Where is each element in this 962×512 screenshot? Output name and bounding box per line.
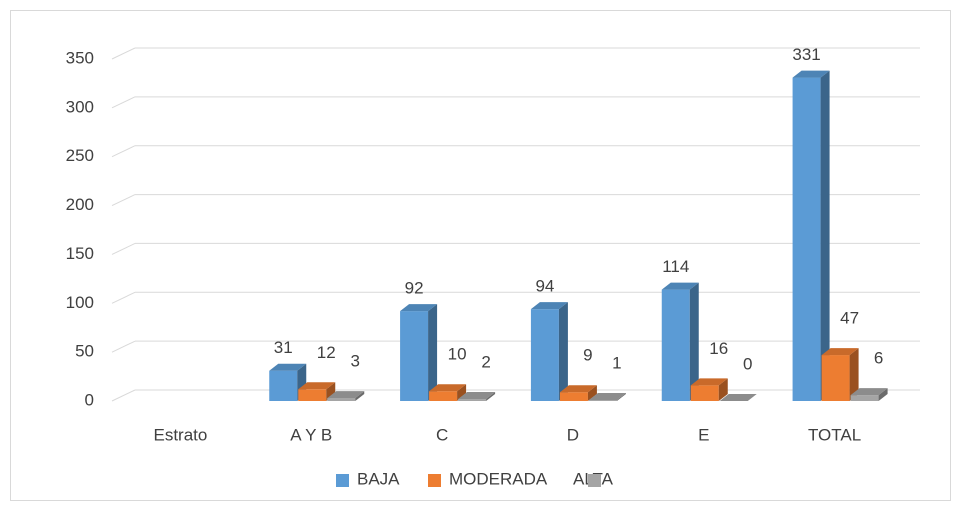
grid-line (111, 242, 136, 255)
y-tick-label: 50 (75, 342, 94, 361)
bar-front (821, 355, 850, 401)
x-tick-label: D (567, 425, 579, 444)
data-label: 16 (709, 339, 728, 358)
bar-top (690, 378, 728, 386)
bar-top (588, 393, 626, 401)
bar-top (458, 392, 496, 400)
data-label: 331 (792, 45, 820, 64)
x-tick-label: E (698, 425, 709, 444)
bar-front (588, 400, 617, 401)
y-tick-label: 150 (66, 244, 94, 263)
bar-top (327, 391, 365, 399)
bar-top (298, 382, 336, 390)
data-label: 2 (481, 353, 490, 372)
bar-top (850, 388, 888, 396)
bar-side (616, 393, 626, 401)
bar-top (530, 302, 568, 310)
bar-front (530, 309, 559, 401)
bar-top (792, 70, 830, 78)
grid-line (111, 145, 136, 158)
bar-front (429, 391, 458, 401)
x-tick-label: Estrato (153, 425, 207, 444)
x-tick-label: C (436, 425, 448, 444)
bar-front (327, 398, 356, 401)
bar-front (458, 399, 487, 401)
bar-side (689, 282, 699, 401)
bar-side (355, 391, 365, 401)
bar-top (661, 282, 699, 290)
bar-front (850, 395, 879, 401)
y-tick-label: 0 (85, 390, 94, 409)
bar-side (878, 388, 888, 401)
legend-label: MODERADA (449, 469, 548, 488)
legend-label: BAJA (357, 469, 400, 488)
bar-front (269, 370, 298, 401)
grid-line (111, 194, 136, 207)
bar-top (559, 385, 597, 393)
y-tick-label: 350 (66, 48, 94, 67)
bar-top (400, 304, 438, 312)
data-label: 92 (405, 279, 424, 298)
x-tick-label: A Y B (290, 425, 332, 444)
grid-line (111, 96, 136, 109)
grid-line (111, 340, 136, 353)
data-label: 1 (612, 354, 621, 373)
bar-top (821, 348, 859, 356)
bar-side (428, 304, 438, 401)
bar-top (429, 384, 467, 392)
bar-front (400, 311, 429, 401)
bar-side (718, 378, 728, 401)
y-tick-label: 200 (66, 195, 94, 214)
legend-swatch (428, 474, 441, 487)
bar-side (486, 392, 496, 401)
data-label: 114 (662, 257, 689, 276)
bar-front (661, 289, 690, 401)
grid-line (111, 47, 136, 60)
data-label: 31 (274, 338, 293, 357)
bar-side (587, 385, 597, 401)
data-label: 3 (351, 352, 360, 371)
x-tick-label: TOTAL (808, 425, 861, 444)
data-label: 47 (840, 309, 859, 328)
data-label: 0 (743, 354, 752, 373)
bar-front (690, 385, 719, 401)
grid-line (111, 291, 136, 304)
bar-side (558, 302, 568, 401)
grid-line (111, 389, 136, 402)
data-label: 6 (874, 349, 883, 368)
y-tick-label: 250 (66, 146, 94, 165)
y-tick-label: 300 (66, 97, 94, 116)
bar-front (792, 77, 821, 402)
bar-front (298, 389, 327, 401)
bar-side (849, 348, 859, 401)
data-label: 94 (535, 277, 554, 296)
bar-side (820, 70, 830, 402)
bar-side (457, 384, 467, 401)
bar-top (269, 363, 307, 371)
bar-top (719, 394, 757, 401)
data-label: 10 (448, 345, 467, 364)
bar-side (326, 382, 336, 401)
bar-front (559, 392, 588, 401)
legend-swatch (336, 474, 349, 487)
y-tick-label: 100 (66, 293, 94, 312)
legend-swatch (588, 474, 601, 487)
data-label: 9 (583, 346, 592, 365)
data-label: 12 (317, 343, 336, 362)
